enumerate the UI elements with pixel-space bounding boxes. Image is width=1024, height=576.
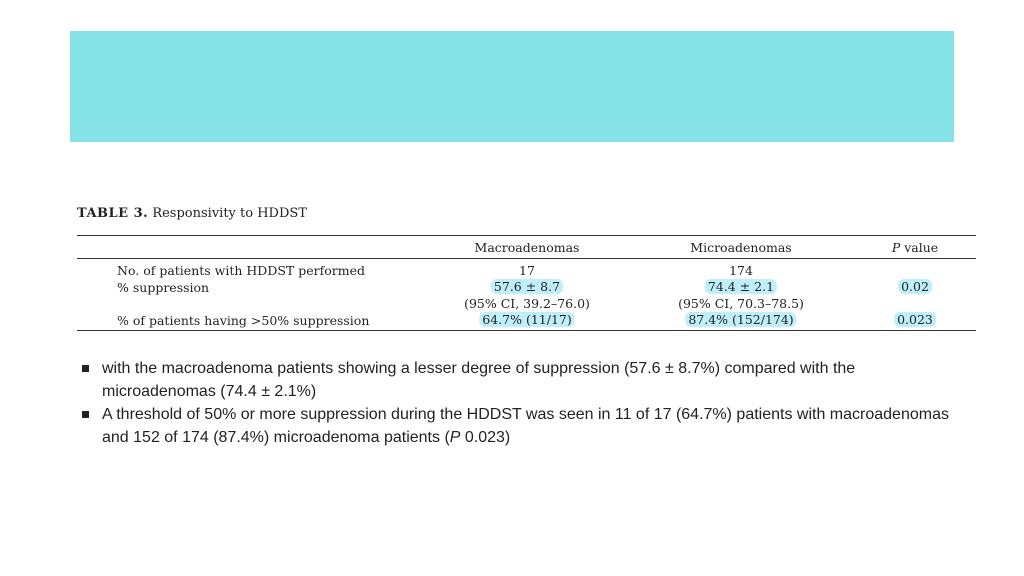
cell-macro-ci: (95% CI, 39.2–76.0) bbox=[464, 296, 590, 311]
cell-micro-suppression: 74.4 ± 2.1 bbox=[704, 279, 778, 294]
table-top-rule bbox=[77, 235, 976, 236]
row-label-patients: No. of patients with HDDST performed bbox=[117, 263, 365, 278]
cell-macro-over50: 64.7% (11/17) bbox=[479, 312, 575, 327]
bullet-text: A threshold of 50% or more suppression d… bbox=[102, 406, 949, 446]
title-banner bbox=[70, 31, 954, 142]
header-microadenomas: Microadenomas bbox=[690, 240, 792, 255]
bullet-item: with the macroadenoma patients showing a… bbox=[82, 357, 962, 403]
cell-p-over50-wrap: 0.023 bbox=[894, 312, 936, 327]
table-header-rule bbox=[77, 258, 976, 259]
cell-micro-patients: 174 bbox=[729, 263, 753, 278]
header-p-value: P value bbox=[891, 240, 939, 255]
cell-p-suppression: 0.02 bbox=[898, 279, 932, 294]
cell-macro-suppression: 57.6 ± 8.7 bbox=[490, 279, 564, 294]
cell-micro-over50: 87.4% (152/174) bbox=[685, 312, 797, 327]
cell-micro-over50-wrap: 87.4% (152/174) bbox=[685, 312, 797, 327]
cell-micro-ci: (95% CI, 70.3–78.5) bbox=[678, 296, 804, 311]
table-caption: Responsivity to HDDST bbox=[152, 206, 307, 221]
bullet-list: with the macroadenoma patients showing a… bbox=[82, 357, 962, 449]
cell-micro-suppression-wrap: 74.4 ± 2.1 bbox=[704, 279, 778, 294]
table-bottom-rule bbox=[77, 330, 976, 331]
cell-macro-over50-wrap: 64.7% (11/17) bbox=[479, 312, 575, 327]
bullet-item: A threshold of 50% or more suppression d… bbox=[82, 403, 962, 449]
row-label-suppression: % suppression bbox=[117, 280, 210, 295]
cell-macro-suppression-wrap: 57.6 ± 8.7 bbox=[490, 279, 564, 294]
bullet-square-icon bbox=[82, 411, 89, 418]
table-title: TABLE 3. Responsivity to HDDST bbox=[77, 206, 307, 221]
row-label-over50: % of patients having >50% suppression bbox=[117, 313, 370, 328]
table-number: TABLE 3. bbox=[77, 206, 149, 221]
bullet-text: with the macroadenoma patients showing a… bbox=[102, 360, 856, 400]
header-macroadenomas: Macroadenomas bbox=[474, 240, 580, 255]
cell-p-suppression-wrap: 0.02 bbox=[898, 279, 932, 294]
cell-macro-patients: 17 bbox=[519, 263, 535, 278]
bullet-square-icon bbox=[82, 365, 89, 372]
cell-p-over50: 0.023 bbox=[894, 312, 936, 327]
